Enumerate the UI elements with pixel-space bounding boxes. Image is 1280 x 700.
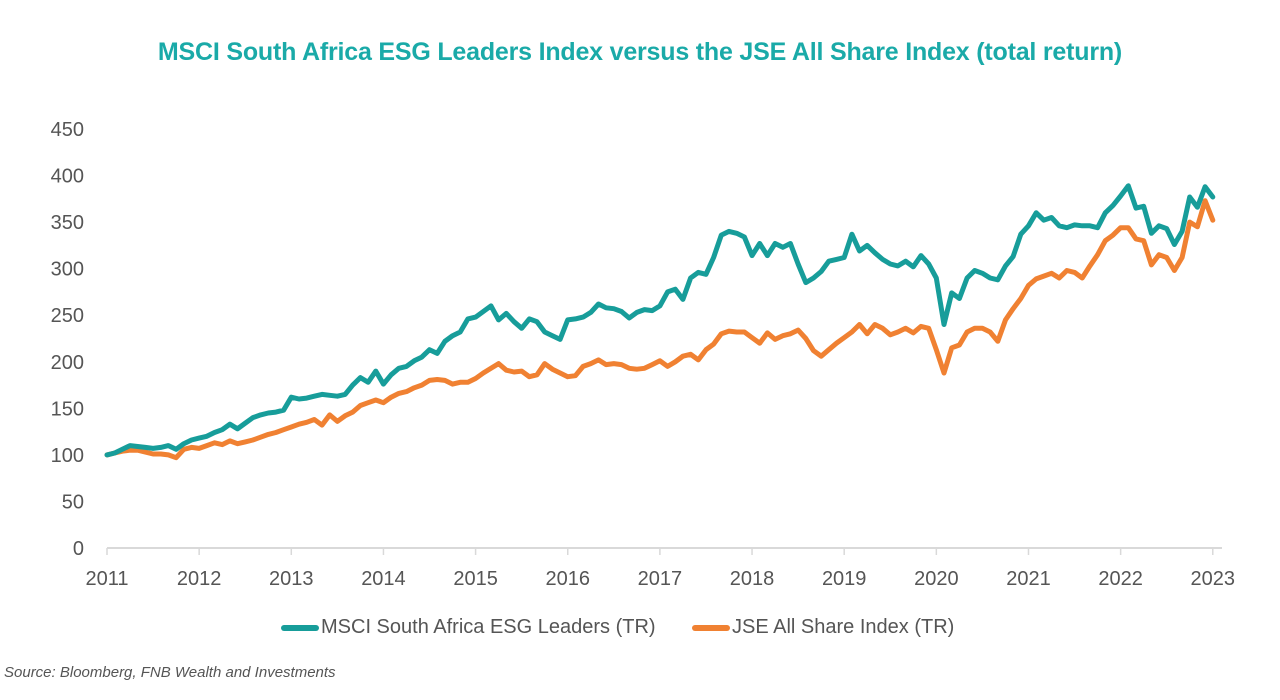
x-tick-label: 2022 <box>1098 568 1143 590</box>
x-tick-label: 2019 <box>822 568 867 590</box>
x-tick-label: 2014 <box>361 568 406 590</box>
legend-label-jse: JSE All Share Index (TR) <box>732 616 955 638</box>
legend: MSCI South Africa ESG Leaders (TR) JSE A… <box>0 616 1280 646</box>
y-tick-label: 200 <box>51 352 84 374</box>
legend-swatch-msci <box>281 624 319 631</box>
x-tick-label: 2015 <box>453 568 498 590</box>
legend-swatch-jse <box>692 624 730 631</box>
chart-title: MSCI South Africa ESG Leaders Index vers… <box>157 38 1123 66</box>
x-tick-label: 2021 <box>1006 568 1051 590</box>
y-tick-label: 250 <box>51 305 84 327</box>
x-tick-label: 2012 <box>177 568 222 590</box>
x-axis: 2011 2012 2013 2014 2015 2016 2017 2018 2019 2020… <box>85 547 1236 590</box>
series-line-msci <box>104 183 1216 458</box>
x-tick-label: 2013 <box>269 568 314 590</box>
y-tick-label: 350 <box>51 212 84 234</box>
source-note: Source: Bloomberg, FNB Wealth and Invest… <box>4 664 336 681</box>
y-tick-label: 450 <box>51 119 84 141</box>
legend-label-msci: MSCI South Africa ESG Leaders (TR) <box>321 616 656 638</box>
x-tick-label: 2017 <box>638 568 683 590</box>
x-tick-label: 2011 <box>85 568 128 590</box>
y-tick-label: 150 <box>51 398 84 420</box>
y-axis: 0 50 100 150 200 250 300 350 400 450 <box>51 119 84 560</box>
series-layer <box>104 183 1216 461</box>
x-tick-label: 2023 <box>1191 568 1236 590</box>
legend-item-jse: JSE All Share Index (TR) <box>692 616 954 639</box>
y-tick-label: 0 <box>73 538 84 560</box>
legend-item-msci: MSCI South Africa ESG Leaders (TR) <box>281 616 656 639</box>
y-tick-label: 50 <box>62 491 84 513</box>
x-tick-label: 2020 <box>914 568 959 590</box>
y-tick-label: 400 <box>51 166 84 188</box>
series-line-jse <box>104 198 1216 461</box>
y-tick-label: 300 <box>51 259 84 281</box>
x-tick-label: 2016 <box>545 568 590 590</box>
y-tick-label: 100 <box>51 445 84 467</box>
x-tick-label: 2018 <box>730 568 775 590</box>
